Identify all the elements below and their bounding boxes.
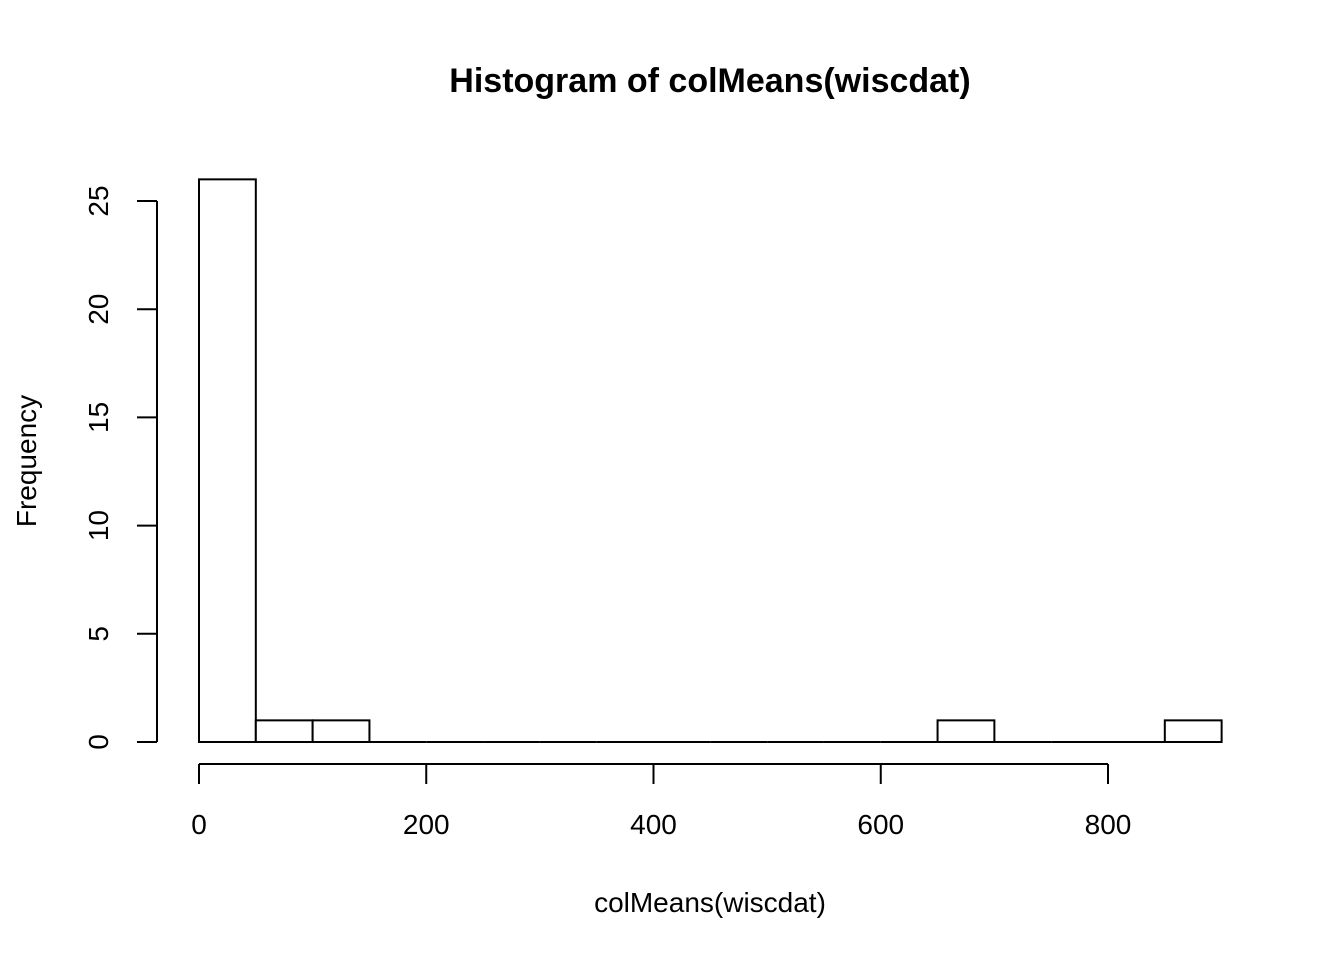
y-tick-label-20: 20	[83, 294, 114, 325]
y-tick-label-5: 5	[83, 626, 114, 642]
histogram-bar-0-50	[198, 178, 257, 744]
histogram-bar-100-150	[311, 719, 371, 743]
y-tick-label-25: 25	[83, 185, 114, 216]
histogram-bars	[198, 178, 1223, 744]
x-tick-label-600: 600	[857, 809, 904, 840]
x-tick-label-400: 400	[630, 809, 677, 840]
x-axis: 0 200 400 600 800	[191, 763, 1132, 840]
histogram-bar-650-700	[936, 719, 996, 743]
y-tick-label-15: 15	[83, 402, 114, 433]
histogram-bar-850-900	[1163, 719, 1223, 743]
histogram-bar-50-100	[254, 719, 314, 743]
y-axis-label: Frequency	[11, 395, 42, 527]
chart-title: Histogram of colMeans(wiscdat)	[449, 62, 970, 100]
x-tick-label-0: 0	[191, 809, 207, 840]
y-tick-label-0: 0	[83, 734, 114, 750]
x-tick-label-800: 800	[1085, 809, 1132, 840]
x-axis-label: colMeans(wiscdat)	[594, 887, 826, 918]
y-axis: 0 5 10 15 20 25	[83, 185, 158, 750]
y-tick-label-10: 10	[83, 510, 114, 541]
x-tick-label-200: 200	[403, 809, 450, 840]
